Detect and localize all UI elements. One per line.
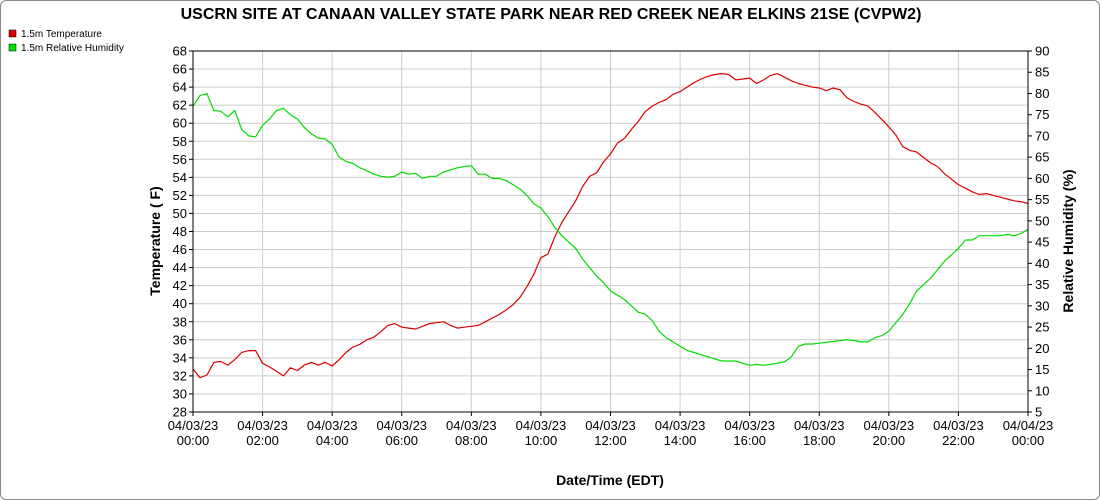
x-tick-label-time: 08:00 [455,433,488,448]
x-tick-label-date: 04/03/23 [933,418,984,433]
y-tick-label-left: 34 [173,350,187,365]
y-tick-label-right: 50 [1035,213,1049,228]
y-ticks-left: 28 30 32 34 36 38 40 42 44 46 48 50 52 54 56 58 60 62 64 66… [173,44,193,420]
humidity-series-line [192,92,1029,366]
y-tick-label-left: 60 [173,116,187,131]
x-tick-label-date: 04/03/23 [655,418,706,433]
x-tick-label-time: 10:00 [525,433,558,448]
y-tick-label-right: 40 [1035,256,1049,271]
x-tick-label-date: 04/03/23 [168,418,219,433]
x-tick-label-time: 18:00 [803,433,836,448]
y-tick-label-right: 65 [1035,150,1049,165]
y-ticks-right: 5 10 15 20 25 30 35 40 45 50 55 60 65 70 75 80 85 90 [1028,44,1049,420]
x-tick-label-time: 00:00 [177,433,210,448]
y-axis-label-right: Relative Humidity (%) [1060,169,1076,312]
y-tick-label-left: 54 [173,170,187,185]
y-tick-label-right: 80 [1035,86,1049,101]
y-tick-label-left: 64 [173,80,187,95]
y-tick-label-left: 30 [173,386,187,401]
legend-swatch-temperature [8,29,17,38]
x-tick-label-time: 20:00 [873,433,906,448]
legend-label-temperature: 1.5m Temperature [21,29,102,40]
x-tick-label-time: 16:00 [733,433,766,448]
x-tick-label-time: 02:00 [246,433,279,448]
y-tick-label-right: 20 [1035,341,1049,356]
y-tick-label-right: 25 [1035,320,1049,335]
legend-swatch-humidity [8,43,17,52]
y-tick-label-right: 45 [1035,235,1049,250]
x-ticks: 04/03/2300:0004/03/2302:0004/03/2304:000… [168,412,1054,448]
y-tick-label-left: 62 [173,98,187,113]
y-tick-label-left: 42 [173,278,187,293]
y-tick-label-left: 56 [173,152,187,167]
plot-border [192,50,1029,413]
y-axis-label-left: Temperature ( F) [147,186,163,295]
x-tick-label-date: 04/03/23 [864,418,915,433]
y-tick-label-left: 52 [173,188,187,203]
x-tick-label-date: 04/03/23 [237,418,288,433]
x-tick-label-time: 00:00 [1012,433,1045,448]
legend: 1.5m Temperature 1.5m Relative Humidity [8,29,124,54]
x-tick-label-time: 12:00 [594,433,627,448]
x-tick-label-date: 04/03/23 [585,418,636,433]
y-tick-label-left: 50 [173,206,187,221]
y-tick-label-left: 46 [173,242,187,257]
x-tick-label-time: 22:00 [942,433,975,448]
x-tick-label-date: 04/04/23 [1003,418,1054,433]
y-tick-label-left: 36 [173,332,187,347]
x-tick-label-date: 04/03/23 [307,418,358,433]
y-tick-label-left: 66 [173,62,187,77]
y-tick-label-left: 32 [173,368,187,383]
y-tick-label-left: 58 [173,134,187,149]
y-tick-label-left: 28 [173,405,187,420]
legend-label-humidity: 1.5m Relative Humidity [21,43,124,54]
x-tick-label-date: 04/03/23 [446,418,497,433]
y-tick-label-right: 5 [1035,405,1042,420]
x-tick-label-date: 04/03/23 [376,418,427,433]
grid-lines [192,50,1029,413]
y-tick-label-left: 68 [173,44,187,59]
y-tick-label-right: 30 [1035,298,1049,313]
y-tick-label-right: 75 [1035,107,1049,122]
chart-title: USCRN SITE AT CANAAN VALLEY STATE PARK N… [181,6,922,23]
y-tick-label-right: 90 [1035,44,1049,59]
y-tick-label-right: 35 [1035,277,1049,292]
y-tick-label-left: 38 [173,314,187,329]
x-tick-label-time: 04:00 [316,433,349,448]
y-tick-label-right: 60 [1035,171,1049,186]
x-tick-label-date: 04/03/23 [724,418,775,433]
temperature-series-line [192,72,1029,379]
x-axis-label: Date/Time (EDT) [556,472,664,488]
y-tick-label-right: 70 [1035,128,1049,143]
y-tick-label-right: 85 [1035,65,1049,80]
y-tick-label-right: 55 [1035,192,1049,207]
y-tick-label-left: 44 [173,260,187,275]
x-tick-label-date: 04/03/23 [516,418,567,433]
y-tick-label-left: 48 [173,224,187,239]
x-tick-label-date: 04/03/23 [794,418,845,433]
y-tick-label-right: 15 [1035,362,1049,377]
x-tick-label-time: 14:00 [664,433,697,448]
x-tick-label-time: 06:00 [385,433,418,448]
series-lines [192,72,1029,379]
y-tick-label-left: 40 [173,296,187,311]
y-tick-label-right: 10 [1035,383,1049,398]
